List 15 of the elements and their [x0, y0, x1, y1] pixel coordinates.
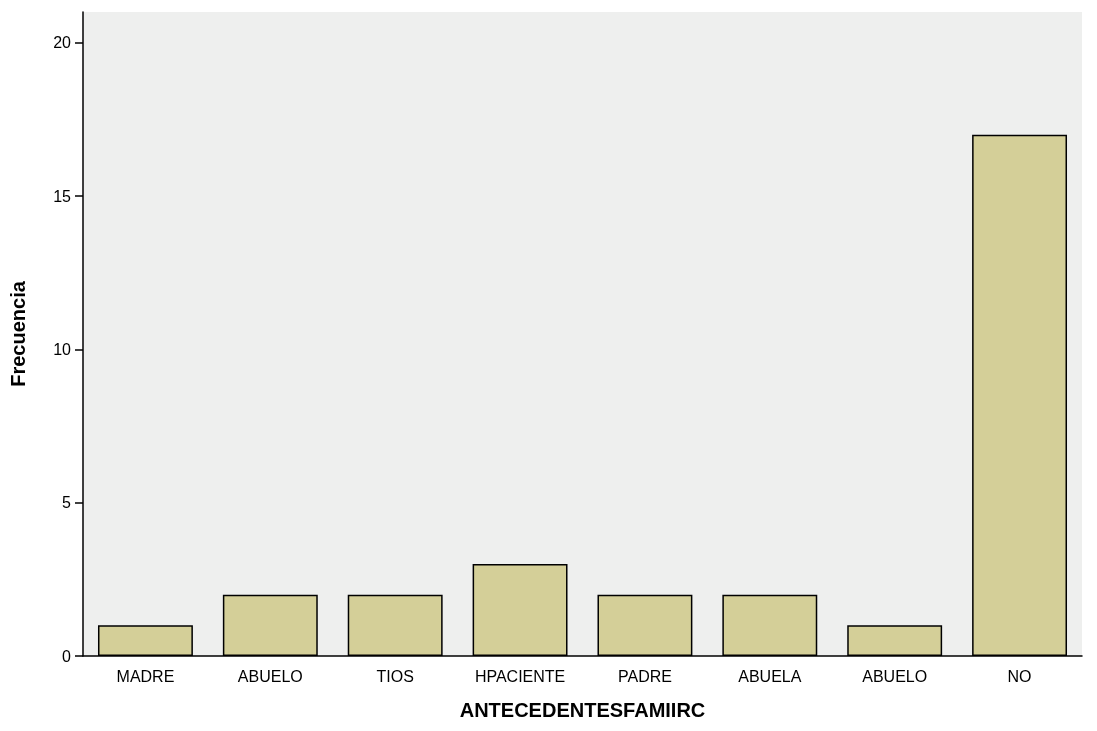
x-tick-label: HPACIENTE [474, 667, 566, 685]
x-tick-label: TIOS [376, 667, 414, 685]
y-tick-label: 0 [62, 647, 72, 665]
y-tick-label: 5 [62, 494, 72, 512]
y-tick-label: 10 [53, 340, 72, 358]
x-axis-title: ANTECEDENTESFAMIIRC [459, 699, 706, 721]
x-tick-label: ABUELA [738, 667, 802, 685]
x-tick-label: PADRE [617, 667, 672, 685]
x-tick-label: NO [1007, 667, 1032, 685]
x-tick-label: ABUELO [862, 667, 928, 685]
y-axis-title: Frecuencia [7, 280, 29, 387]
x-tick-label: MADRE [116, 667, 175, 685]
y-tick-label: 15 [53, 187, 72, 205]
x-tick-label: ABUELO [237, 667, 303, 685]
y-tick-label: 20 [53, 34, 72, 52]
